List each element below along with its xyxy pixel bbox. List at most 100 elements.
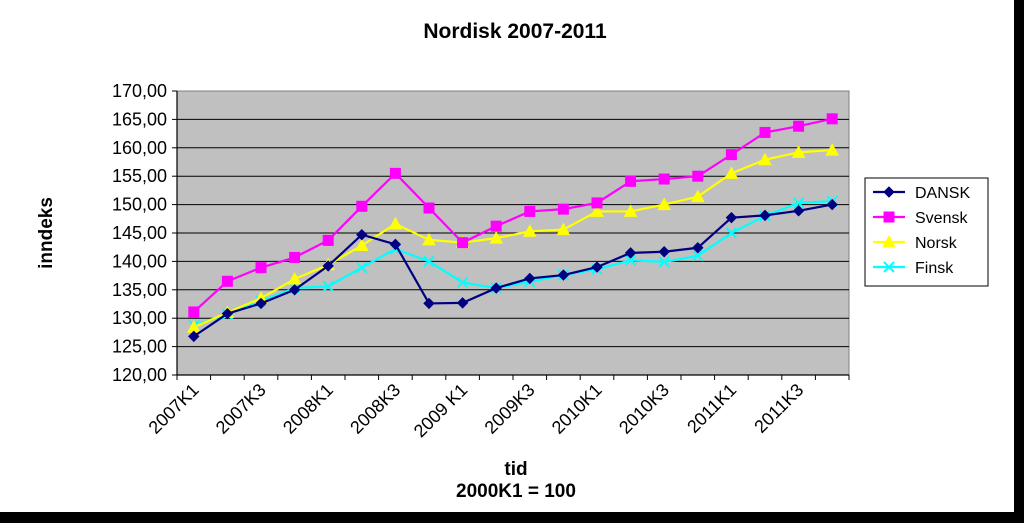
- data-point-svensk: [591, 197, 603, 209]
- series-line-finsk: [193, 200, 833, 327]
- data-point-norsk: [791, 145, 806, 158]
- legend-label: DANSK: [915, 185, 970, 202]
- y-tick-label: 145,00: [112, 223, 167, 243]
- data-point-dansk: [356, 228, 368, 241]
- data-point-norsk: [556, 222, 571, 236]
- data-point-norsk: [522, 224, 537, 237]
- x-tick-label: 2011K3: [750, 380, 807, 437]
- y-tick-label: 125,00: [112, 337, 167, 357]
- legend-marker: [883, 261, 895, 273]
- data-point-svensk: [490, 220, 502, 232]
- data-point-finsk: [792, 197, 805, 209]
- data-point-norsk: [623, 204, 638, 217]
- data-point-norsk: [354, 238, 369, 251]
- data-point-norsk: [590, 204, 604, 217]
- y-tick-label: 160,00: [112, 138, 167, 158]
- legend-label: Finsk: [915, 260, 954, 277]
- data-point-finsk: [725, 227, 738, 239]
- x-tick-label: 2011K1: [683, 380, 740, 437]
- data-point-dansk: [591, 261, 603, 273]
- data-point-svensk: [793, 120, 805, 132]
- data-point-svensk: [457, 237, 469, 249]
- y-tick-label: 130,00: [112, 308, 167, 328]
- y-tick-label: 165,00: [112, 109, 167, 129]
- data-point-norsk: [489, 231, 504, 244]
- y-axis-label: inndeks: [36, 197, 57, 269]
- legend-marker: [883, 186, 895, 198]
- data-point-dansk: [826, 198, 838, 211]
- x-tick-label: 2007K3: [212, 380, 270, 438]
- data-point-dansk: [288, 284, 301, 296]
- data-point-dansk: [389, 238, 402, 251]
- y-tick-label: 120,00: [112, 365, 167, 385]
- data-point-norsk: [422, 232, 436, 246]
- data-point-svensk: [725, 149, 737, 161]
- x-tick-label: 2009K3: [481, 380, 539, 438]
- data-point-finsk: [456, 276, 469, 289]
- series-line-svensk: [193, 117, 833, 313]
- data-point-dansk: [221, 307, 234, 320]
- data-point-dansk: [792, 205, 805, 217]
- data-point-finsk: [624, 254, 637, 266]
- y-tick-label: 135,00: [112, 280, 167, 300]
- data-point-norsk: [657, 197, 672, 211]
- data-point-norsk: [388, 216, 403, 230]
- data-point-dansk: [624, 247, 637, 259]
- data-point-dansk: [423, 297, 435, 310]
- data-point-norsk: [690, 189, 705, 203]
- data-point-svensk: [524, 205, 536, 217]
- data-point-svensk: [356, 200, 368, 212]
- data-point-dansk: [255, 297, 267, 310]
- data-point-finsk: [322, 280, 334, 293]
- x-tick-label: 2007K1: [145, 380, 203, 438]
- data-point-dansk: [524, 272, 536, 285]
- data-point-svensk: [658, 173, 670, 185]
- data-point-norsk: [724, 166, 739, 179]
- data-point-finsk: [356, 261, 368, 274]
- data-point-svensk: [255, 262, 267, 274]
- data-point-svensk: [759, 126, 771, 138]
- x-tick-label: 2010K1: [548, 380, 606, 438]
- data-point-dansk: [759, 209, 771, 222]
- chart-frame: Nordisk 2007-2011 120,00 125,00 130,00 135,…: [0, 0, 1014, 512]
- x-tick-label: 2010K3: [615, 380, 673, 438]
- y-tick-label: 150,00: [112, 195, 167, 215]
- data-point-finsk: [423, 255, 435, 268]
- legend-label: Svensk: [915, 210, 968, 227]
- data-point-dansk: [557, 269, 570, 281]
- x-axis-label: tid: [504, 459, 527, 480]
- data-point-dansk: [322, 260, 334, 272]
- x-axis-note: 2000K1 = 100: [456, 481, 576, 502]
- data-point-svensk: [188, 306, 200, 318]
- data-point-finsk: [692, 250, 704, 262]
- x-tick-label: 2008K1: [279, 380, 337, 438]
- data-point-svensk: [389, 167, 401, 179]
- data-point-svensk: [826, 113, 838, 125]
- data-point-norsk: [825, 143, 840, 156]
- data-point-dansk: [490, 282, 502, 294]
- x-tick-label: 2008K3: [346, 380, 404, 438]
- data-point-dansk: [658, 246, 670, 258]
- x-tick-label: 2009 K1: [410, 380, 472, 442]
- plot-area: 120,00 125,00 130,00 135,00 140,00 145,00 150,…: [112, 81, 850, 442]
- data-point-svensk: [289, 251, 301, 263]
- legend-label: Norsk: [915, 235, 958, 252]
- line-chart: Nordisk 2007-2011 120,00 125,00 130,00 135,…: [36, 20, 989, 502]
- data-point-svensk: [322, 234, 334, 246]
- data-point-norsk: [758, 152, 772, 166]
- legend: DANSK Svensk Norsk Finsk: [864, 177, 989, 287]
- data-point-norsk: [287, 271, 302, 285]
- y-tick-label: 140,00: [112, 251, 167, 271]
- data-point-dansk: [188, 330, 200, 343]
- series-line-dansk: [193, 203, 833, 338]
- data-point-svensk: [221, 275, 233, 287]
- data-point-dansk: [456, 297, 469, 309]
- legend-marker: [883, 211, 895, 223]
- data-point-dansk: [692, 242, 704, 254]
- data-point-svensk: [557, 203, 569, 215]
- y-tick-label: 170,00: [112, 81, 167, 101]
- data-point-svensk: [625, 175, 637, 187]
- chart-title: Nordisk 2007-2011: [423, 20, 607, 43]
- data-point-svensk: [423, 202, 435, 214]
- y-tick-label: 155,00: [112, 166, 167, 186]
